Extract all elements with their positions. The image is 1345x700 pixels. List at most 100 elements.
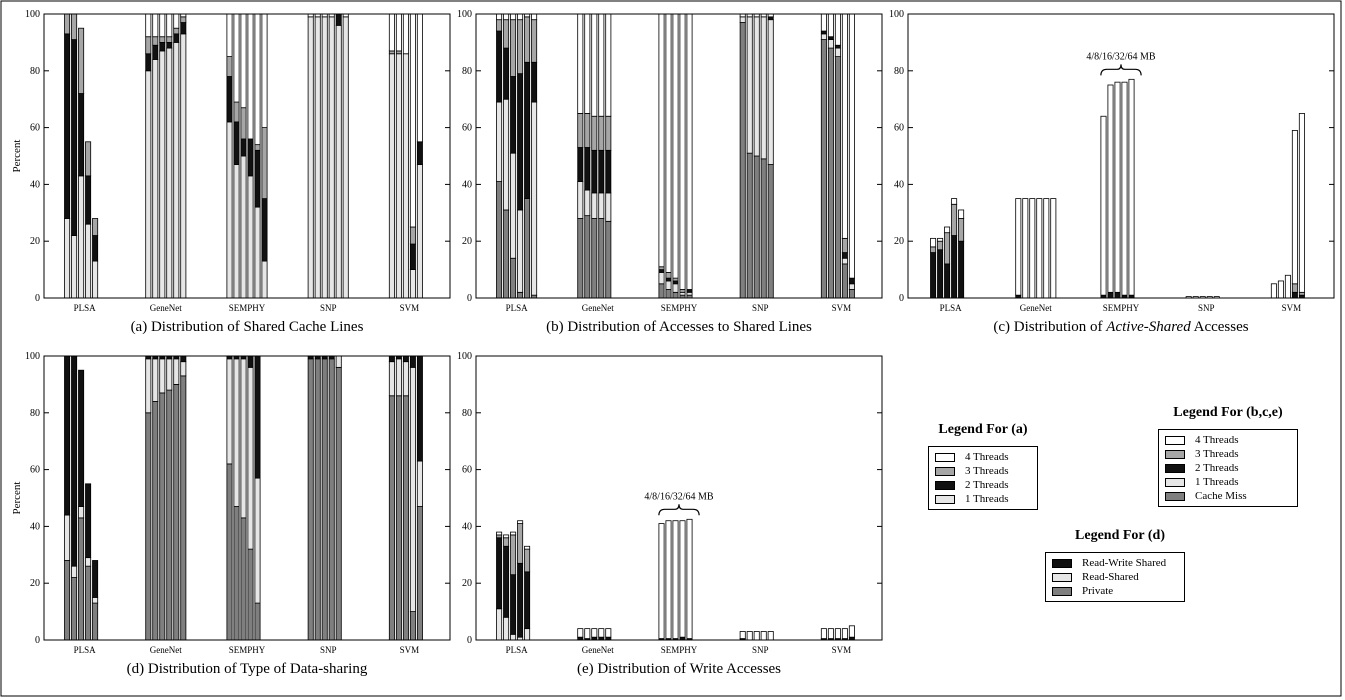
bar-segment [767, 631, 774, 641]
bar-segment [820, 628, 827, 639]
bar-segment [321, 358, 328, 641]
bar-segment [409, 226, 416, 245]
bar-segment [395, 395, 402, 641]
bar-segment [841, 257, 848, 265]
bar-segment [665, 13, 672, 273]
bar-segment [524, 61, 531, 200]
bar-segment [531, 13, 538, 21]
bar-segment [577, 628, 584, 638]
legend-bce-box: 4 Threads 3 Threads 2 Threads 1 Threads Cach… [1158, 429, 1298, 507]
bar-segment [402, 361, 409, 397]
legend-item: 3 Threads [1165, 447, 1291, 461]
x-tick-label: SEMPHY [229, 303, 266, 313]
bar-segment [834, 47, 841, 58]
bar-segment [335, 355, 342, 368]
bar-segment [388, 395, 395, 641]
bar-segment [247, 175, 254, 299]
bar-segment [767, 19, 774, 165]
bar-segment [1043, 198, 1050, 299]
bar-segment [827, 13, 834, 38]
bar-segment [64, 218, 71, 299]
bar-segment [145, 70, 152, 299]
y-tick-label: 100 [889, 9, 904, 20]
bar-segment [517, 523, 524, 564]
y-tick-label: 0 [899, 293, 904, 304]
y-tick-label: 0 [35, 293, 40, 304]
bar-segment [739, 16, 746, 23]
chart-a: 0 20 40 60 80 100 Percent PLSA GeneNet SEMPHY SNP S… [11, 9, 451, 335]
bar-segment [254, 477, 261, 604]
bar-segment [152, 44, 159, 60]
legend-a-title: Legend For (a) [938, 422, 1028, 437]
bar-segment [247, 366, 254, 550]
bar-segment [416, 164, 423, 299]
bar-segment [658, 283, 665, 299]
x-tick-label: SVM [400, 303, 420, 313]
bar-segment [85, 565, 92, 641]
bar-segment [672, 280, 679, 285]
bar-segment [665, 289, 672, 299]
bar-segment [503, 537, 510, 547]
bar-segment [233, 506, 240, 641]
legend-label: Read-Write Shared [1082, 557, 1167, 569]
bar-segment [1298, 291, 1305, 296]
legend-label: 3 Threads [965, 465, 1009, 477]
bar-group-svm [820, 13, 855, 299]
bar-segment [247, 548, 254, 641]
bar-group-genenet [577, 628, 612, 641]
bar-segment [180, 355, 187, 363]
bar-segment [517, 19, 524, 75]
y-tick-label: 100 [25, 351, 40, 362]
bar-segment [753, 16, 760, 157]
bar-segment [92, 235, 99, 262]
legend-item: Read-Shared [1052, 570, 1178, 584]
bar-segment [686, 13, 693, 290]
bar-segment [577, 147, 584, 182]
bar-group-semphy [226, 13, 268, 299]
x-tick-label: SNP [320, 303, 337, 313]
x-tick-label: SNP [320, 645, 337, 655]
bar-segment [672, 520, 679, 639]
chart-title-part: Accesses [1191, 319, 1249, 335]
bar-segment [496, 537, 503, 610]
y-tick-label: 60 [30, 123, 40, 134]
plot-area-border [475, 355, 883, 641]
bar-segment [496, 101, 503, 182]
bar-segment [767, 16, 774, 21]
bar-segment [531, 19, 538, 63]
bar-segment [85, 223, 92, 299]
bar-segment [328, 358, 335, 641]
bar-segment [958, 218, 965, 242]
y-axis-label: Percent [11, 140, 23, 173]
chart-e: 0 20 40 60 80 100 PLSA GeneNet SEMPHY SNP SVM 4/8/1… [457, 351, 883, 677]
bar-segment [226, 121, 233, 299]
bar-segment [307, 358, 314, 641]
legend-label: 1 Threads [965, 493, 1009, 505]
bar-segment [679, 291, 686, 296]
chart-title: (c) Distribution of Active-Shared Access… [993, 319, 1248, 335]
bar-segment [173, 27, 180, 35]
bar-segment [524, 548, 531, 573]
bar-segment [658, 269, 665, 273]
bar-segment [145, 53, 152, 72]
bar-group-svm [1270, 113, 1305, 299]
bar-segment [503, 534, 510, 539]
bar-segment [951, 198, 958, 205]
y-tick-label: 100 [457, 351, 472, 362]
bar-segment [605, 628, 612, 638]
legend-label: Private [1082, 585, 1114, 597]
x-tick-label: SEMPHY [661, 645, 698, 655]
bar-segment [233, 101, 240, 123]
bar-segment [510, 152, 517, 259]
bar-segment [173, 13, 180, 29]
x-tick-label: PLSA [74, 645, 97, 655]
legend-swatch [1052, 558, 1072, 568]
legend-swatch [935, 494, 955, 504]
bar-segment [834, 13, 841, 46]
bar-segment [605, 13, 612, 117]
bar-group-snp [739, 631, 774, 641]
bar-segment [152, 13, 159, 38]
legend-item: 4 Threads [1165, 433, 1291, 447]
bar-segment [605, 115, 612, 151]
bar-segment [958, 209, 965, 219]
